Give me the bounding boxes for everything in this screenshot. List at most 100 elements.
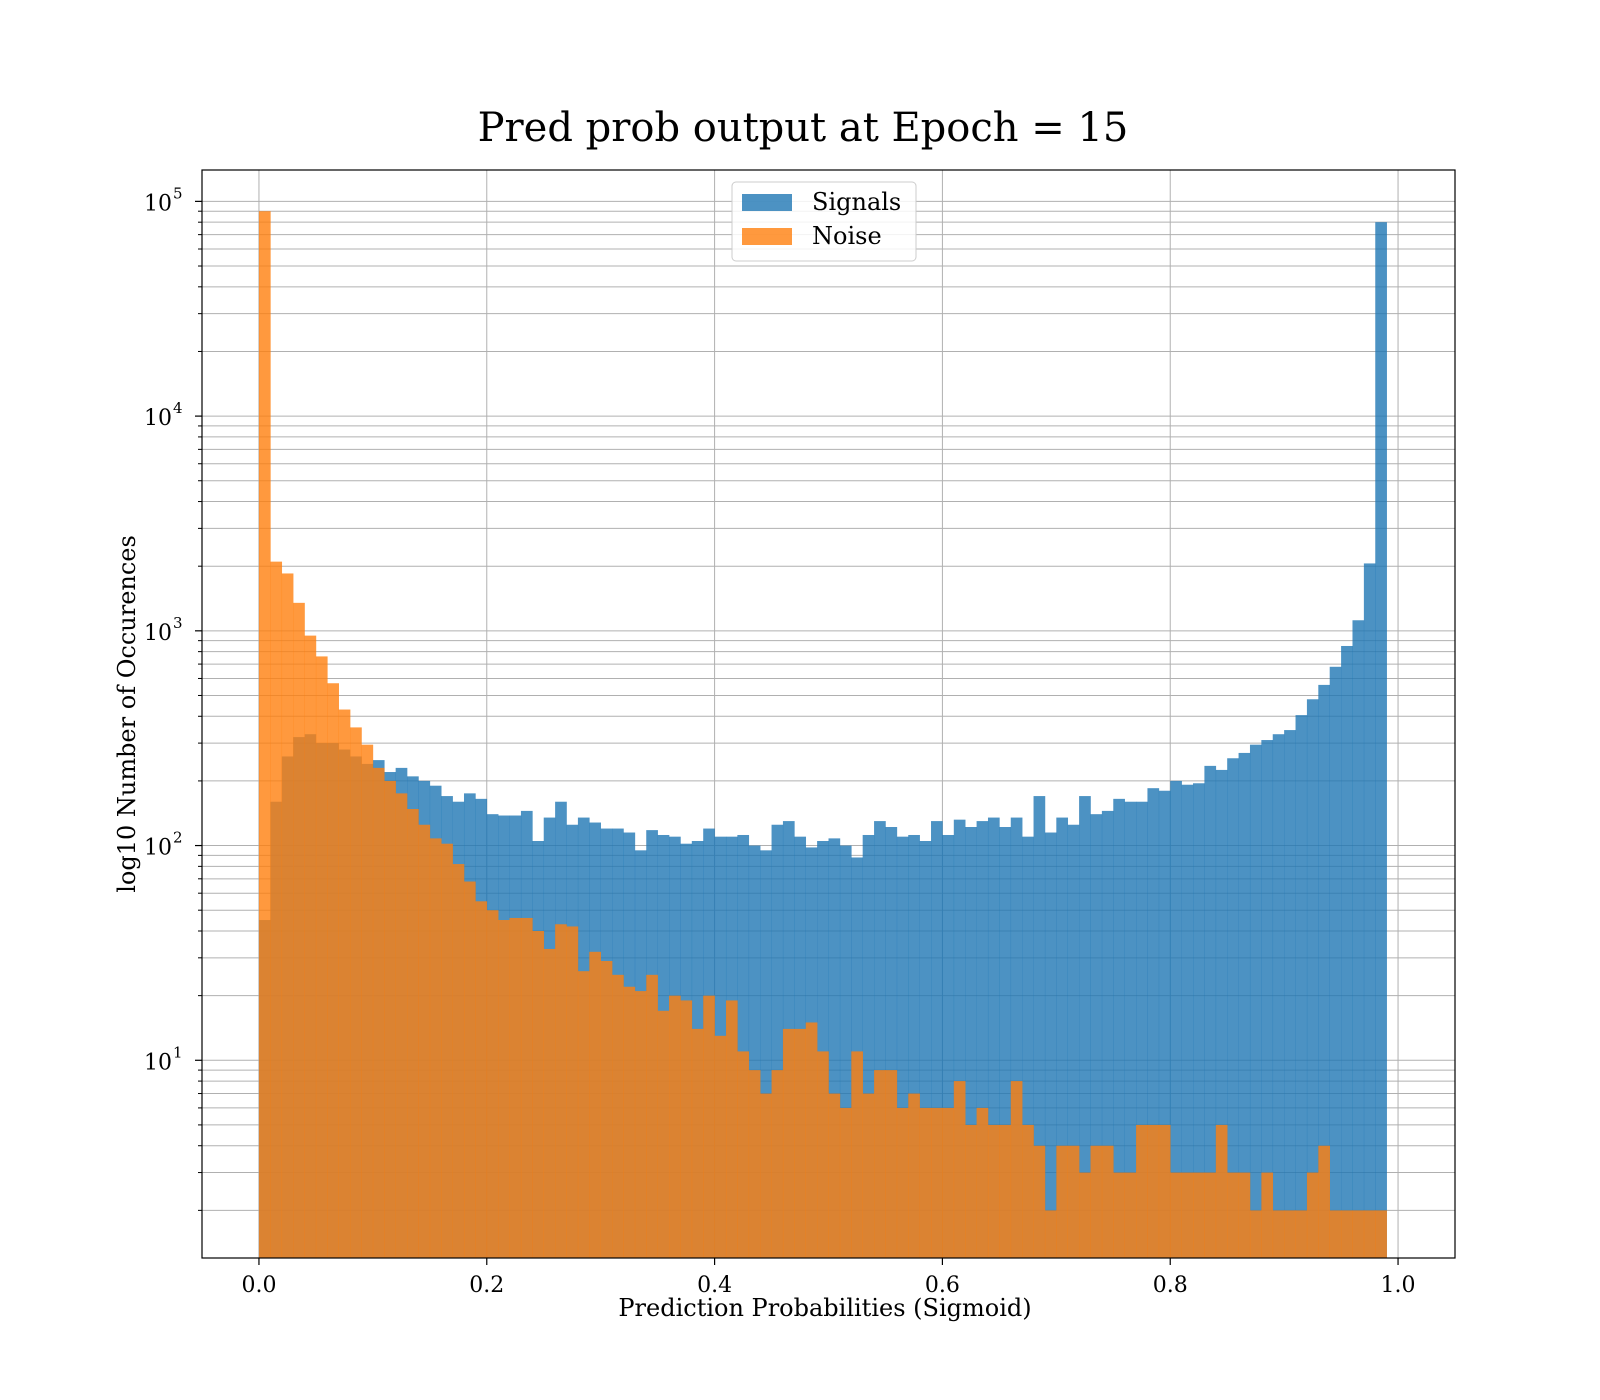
bar-noise bbox=[1363, 1210, 1376, 1258]
bar-signals bbox=[1124, 801, 1137, 1258]
bar-noise bbox=[555, 924, 567, 1258]
bar-noise bbox=[372, 767, 385, 1258]
bar-noise bbox=[953, 1081, 966, 1258]
bar-noise bbox=[851, 1051, 863, 1258]
bar-signals bbox=[1044, 832, 1057, 1258]
bar-signals bbox=[919, 841, 932, 1258]
bar-noise bbox=[315, 656, 328, 1258]
bar-noise bbox=[293, 602, 305, 1258]
bar-noise bbox=[839, 1107, 852, 1258]
bar-noise bbox=[418, 824, 431, 1258]
bar-noise bbox=[931, 1107, 943, 1258]
bar-noise bbox=[725, 1000, 738, 1258]
bar-signals bbox=[908, 834, 920, 1258]
x-tick-label: 1.0 bbox=[1381, 1273, 1416, 1298]
bar-noise bbox=[1261, 1172, 1274, 1258]
bar-signals bbox=[999, 827, 1012, 1258]
bar-noise bbox=[452, 864, 465, 1258]
bar-noise bbox=[304, 635, 317, 1258]
bar-signals bbox=[942, 834, 955, 1258]
bar-signals bbox=[1375, 222, 1387, 1259]
bar-signals bbox=[828, 838, 841, 1258]
bar-signals bbox=[953, 819, 966, 1258]
bar-signals bbox=[1113, 798, 1125, 1258]
bar-noise bbox=[1352, 1210, 1365, 1258]
bar-noise bbox=[258, 211, 271, 1258]
bar-noise bbox=[1318, 1145, 1330, 1258]
bar-noise bbox=[976, 1107, 989, 1258]
bar-signals bbox=[1181, 784, 1194, 1258]
bar-signals bbox=[1227, 758, 1239, 1258]
bar-signals bbox=[839, 845, 852, 1258]
bar-signals bbox=[1204, 765, 1217, 1258]
bar-signals bbox=[1067, 824, 1080, 1258]
x-axis-label: Prediction Probabilities (Sigmoid) bbox=[618, 1294, 1031, 1322]
y-tick-label: 10 bbox=[144, 406, 172, 431]
bar-signals bbox=[737, 834, 750, 1258]
bar-noise bbox=[612, 974, 624, 1258]
x-tick-label: 0.2 bbox=[469, 1273, 504, 1298]
bar-signals bbox=[896, 836, 909, 1258]
histogram-bars bbox=[258, 211, 1387, 1259]
bar-noise bbox=[1375, 1210, 1387, 1258]
bar-noise bbox=[1079, 1172, 1091, 1258]
bar-noise bbox=[520, 917, 533, 1258]
bar-signals bbox=[1193, 783, 1205, 1258]
bar-noise bbox=[429, 838, 442, 1258]
bar-noise bbox=[1158, 1124, 1171, 1258]
bar-signals bbox=[771, 824, 784, 1258]
bar-noise bbox=[1295, 1210, 1308, 1258]
x-tick-label: 0.8 bbox=[1153, 1273, 1188, 1298]
bar-noise bbox=[463, 881, 476, 1258]
bar-noise bbox=[862, 1093, 875, 1258]
bar-noise bbox=[1272, 1210, 1285, 1258]
y-tick-exponent: 1 bbox=[173, 1043, 183, 1061]
bar-noise bbox=[1329, 1210, 1342, 1258]
bar-signals bbox=[1352, 620, 1365, 1258]
bar-signals bbox=[1215, 769, 1228, 1258]
bar-noise bbox=[896, 1107, 909, 1258]
bar-noise bbox=[999, 1124, 1012, 1258]
bar-noise bbox=[748, 1070, 761, 1258]
bar-signals bbox=[987, 817, 1000, 1258]
bar-noise bbox=[361, 744, 374, 1258]
bar-signals bbox=[931, 821, 943, 1258]
y-tick-label: 10 bbox=[144, 1050, 172, 1075]
legend-label-signals: Signals bbox=[812, 188, 901, 216]
bar-signals bbox=[1318, 684, 1330, 1258]
bar-noise bbox=[1204, 1172, 1217, 1258]
bar-noise bbox=[509, 917, 522, 1258]
bar-signals bbox=[1170, 780, 1182, 1258]
bar-noise bbox=[1067, 1145, 1080, 1258]
plot-frame bbox=[201, 169, 1456, 1259]
bar-noise bbox=[327, 683, 339, 1258]
bar-noise bbox=[794, 1028, 807, 1258]
legend-label-noise: Noise bbox=[812, 222, 882, 250]
bar-noise bbox=[919, 1107, 932, 1258]
bar-noise bbox=[714, 1035, 727, 1258]
bar-signals bbox=[965, 827, 977, 1258]
legend: Signals Noise bbox=[731, 181, 917, 262]
bar-noise bbox=[1022, 1124, 1034, 1258]
bar-noise bbox=[441, 843, 453, 1258]
y-axis-label: log10 Number of Occurences bbox=[113, 535, 141, 893]
bar-noise bbox=[657, 1010, 670, 1258]
y-tick-label: 10 bbox=[144, 836, 172, 861]
x-tick-label: 0.6 bbox=[925, 1273, 960, 1298]
y-tick-exponent: 5 bbox=[173, 184, 183, 202]
bar-noise bbox=[395, 793, 408, 1258]
bar-signals bbox=[874, 821, 886, 1258]
bar-signals bbox=[817, 841, 829, 1258]
series-noise bbox=[258, 211, 1387, 1258]
bar-noise bbox=[805, 1022, 818, 1258]
bar-noise bbox=[589, 951, 601, 1258]
bar-noise bbox=[1113, 1172, 1125, 1258]
bar-signals bbox=[748, 845, 761, 1258]
bar-noise bbox=[691, 1028, 704, 1258]
bar-signals bbox=[1306, 699, 1319, 1258]
bar-noise bbox=[737, 1051, 750, 1258]
bar-noise bbox=[407, 808, 419, 1258]
bar-signals bbox=[760, 850, 772, 1258]
x-tick-label: 0.0 bbox=[241, 1273, 276, 1298]
bar-noise bbox=[1306, 1172, 1319, 1258]
